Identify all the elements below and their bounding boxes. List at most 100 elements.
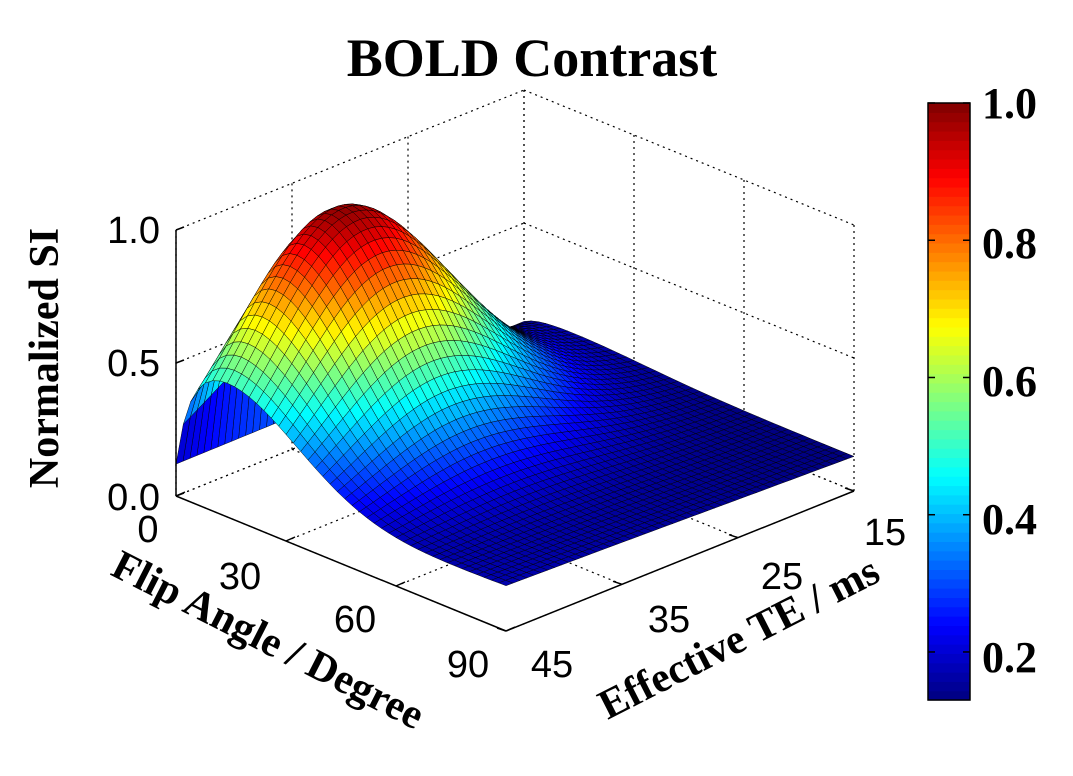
z-tick-1.0: 1.0	[107, 210, 160, 252]
surface-plot	[175, 203, 855, 586]
flip-tick-0: 0	[137, 509, 158, 551]
colorbar-segment	[928, 233, 970, 244]
colorbar-tick-0.6: 0.6	[982, 357, 1037, 406]
colorbar-segment	[928, 625, 970, 636]
colorbar-segment	[928, 410, 970, 421]
colorbar-segment	[928, 205, 970, 216]
z-axis-label: Normalized SI	[22, 228, 68, 488]
colorbar-segment	[928, 401, 970, 412]
colorbar-segment	[928, 616, 970, 626]
x-axis-label: Flip Angle / Degree	[104, 542, 431, 739]
te-tick-mark	[844, 487, 855, 492]
te-tick-25: 25	[761, 556, 803, 598]
colorbar-segment	[928, 466, 970, 477]
colorbar-segment	[928, 214, 970, 225]
flip-tick-mark	[285, 536, 296, 542]
colorbar-segment	[928, 560, 970, 571]
surface-patch	[498, 580, 514, 586]
te-tick-mark	[728, 533, 739, 539]
colorbar-frame	[927, 102, 971, 701]
colorbar-segment	[928, 448, 970, 459]
colorbar-segment	[928, 168, 970, 179]
grid-line-z-te-wall	[175, 89, 525, 231]
colorbar-segment	[928, 149, 970, 160]
colorbar-segment	[928, 242, 970, 253]
flip-tick-mark	[175, 491, 186, 497]
colorbar-segment	[928, 177, 970, 188]
chart-title: BOLD Contrast	[347, 28, 718, 88]
colorbar-tick-0.4: 0.4	[982, 495, 1037, 544]
colorbar-segment	[928, 476, 970, 487]
colorbar-segment	[928, 354, 970, 365]
colorbar-segment	[928, 140, 970, 151]
y-axis-label: Effective TE / ms	[591, 548, 887, 729]
colorbar-segment	[928, 606, 970, 617]
colorbar-segment	[928, 224, 970, 235]
colorbar-segment	[928, 392, 970, 403]
flip-axis-line	[175, 495, 507, 632]
colorbar-tick-1.0: 1.0	[982, 79, 1037, 128]
colorbar-segment	[928, 112, 970, 123]
colorbar-segment	[928, 261, 970, 272]
colorbar-segment	[928, 158, 970, 169]
colorbar-segment	[928, 130, 970, 141]
colorbar-segment	[928, 186, 970, 197]
colorbar-segment	[928, 550, 970, 561]
axes-lines	[175, 226, 855, 632]
colorbar-segment	[928, 672, 970, 682]
colorbar-segment	[928, 289, 970, 300]
colorbar-segment	[928, 326, 970, 337]
te-axis-line	[505, 490, 855, 632]
colorbar-segment	[928, 485, 970, 496]
colorbar-segment	[928, 522, 970, 533]
colorbar-segment	[928, 541, 970, 552]
colorbar-segment	[928, 653, 970, 664]
colorbar-segment	[928, 438, 970, 449]
z-tick-mark	[175, 226, 185, 231]
te-tick-35: 35	[648, 599, 690, 641]
flip-tick-90: 90	[447, 644, 489, 686]
colorbar-segment	[928, 662, 970, 673]
te-tick-mark	[496, 627, 507, 632]
colorbar-segment	[928, 270, 970, 281]
colorbar-segment	[928, 504, 970, 515]
z-tick-0.0: 0.0	[107, 477, 160, 519]
flip-tick-mark	[395, 581, 406, 587]
flip-tick-mark	[505, 626, 516, 632]
z-tick-mark	[175, 359, 185, 364]
colorbar-tick-0.2: 0.2	[982, 633, 1037, 682]
colorbar-segment	[928, 298, 970, 309]
colorbar-segment	[928, 308, 970, 319]
colorbar-segment	[928, 336, 970, 347]
grid-line-z-flip-wall	[523, 89, 855, 226]
colorbar-segment	[928, 373, 970, 384]
colorbar-segment	[928, 634, 970, 645]
colorbar-tick-0.8: 0.8	[982, 219, 1037, 268]
flip-tick-60: 60	[334, 599, 376, 641]
colorbar-segment	[928, 345, 970, 356]
colorbar-segment	[928, 588, 970, 598]
colorbar-segment	[928, 569, 970, 580]
colorbar	[927, 102, 971, 701]
colorbar-segment	[928, 690, 970, 701]
colorbar-segment	[928, 280, 970, 291]
colorbar-segment	[928, 252, 970, 263]
te-tick-45: 45	[531, 644, 573, 686]
colorbar-segment	[928, 644, 970, 654]
colorbar-segment	[928, 420, 970, 431]
te-tick-15: 15	[864, 512, 906, 554]
flip-tick-30: 30	[219, 556, 261, 598]
colorbar-segment	[928, 457, 970, 468]
colorbar-segment	[928, 532, 970, 543]
colorbar-segment	[928, 494, 970, 505]
colorbar-segment	[928, 578, 970, 589]
te-tick-mark	[612, 580, 623, 586]
colorbar-segment	[928, 317, 970, 328]
colorbar-segment	[928, 103, 970, 113]
colorbar-segment	[928, 121, 970, 132]
colorbar-segment	[928, 513, 970, 524]
colorbar-segment	[928, 681, 970, 692]
colorbar-segment	[928, 364, 970, 375]
colorbar-segment	[928, 429, 970, 440]
z-tick-0.5: 0.5	[107, 343, 160, 385]
